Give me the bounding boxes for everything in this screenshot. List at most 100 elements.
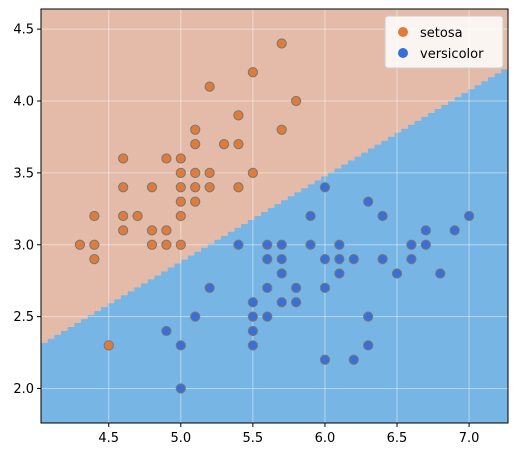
point-setosa-36	[276, 38, 287, 49]
point-setosa-0	[74, 239, 86, 250]
point-versicolor-14	[276, 268, 287, 279]
legend-box	[384, 15, 504, 69]
y-axis: 2.0 2.5 3.0 3.5 4.0 4.5	[13, 23, 41, 397]
point-versicolor-37	[406, 254, 417, 265]
legend: setosa versicolor	[384, 15, 504, 69]
x-tick-label-5: 7.0	[459, 431, 480, 446]
point-versicolor-36	[391, 268, 403, 279]
point-setosa-19	[175, 167, 186, 178]
point-setosa-13	[161, 239, 172, 250]
point-versicolor-18	[291, 282, 302, 293]
point-setosa-9	[132, 210, 143, 222]
point-versicolor-21	[305, 210, 316, 222]
point-versicolor-25	[319, 182, 331, 193]
point-versicolor-3	[190, 311, 201, 322]
point-setosa-31	[233, 110, 244, 121]
point-setosa-30	[218, 139, 230, 150]
x-tick-label-2: 5.5	[243, 431, 264, 446]
y-tick-label-1: 2.5	[13, 310, 34, 325]
legend-label-versicolor: versicolor	[420, 47, 484, 62]
point-setosa-22	[190, 167, 201, 178]
point-setosa-37	[276, 124, 287, 135]
point-setosa-15	[161, 153, 172, 164]
x-tick-label-0: 4.5	[98, 431, 119, 446]
point-setosa-20	[175, 210, 186, 222]
point-versicolor-30	[348, 254, 359, 265]
point-versicolor-43	[463, 210, 475, 222]
point-versicolor-9	[247, 297, 258, 308]
decision-region-setosa	[41, 9, 508, 347]
point-versicolor-39	[420, 225, 431, 236]
point-versicolor-11	[262, 239, 273, 250]
x-axis: 4.5 5.0 5.5 6.0 6.5 7.0	[98, 423, 479, 446]
point-setosa-16	[175, 153, 186, 164]
point-setosa-29	[204, 81, 215, 92]
point-setosa-14	[161, 225, 172, 236]
point-versicolor-19	[291, 297, 302, 308]
point-versicolor-1	[175, 383, 186, 394]
point-versicolor-23	[319, 254, 331, 265]
point-versicolor-4	[204, 282, 215, 293]
point-setosa-34	[247, 67, 258, 78]
point-setosa-1	[89, 239, 100, 250]
point-setosa-33	[233, 182, 244, 193]
x-tick-label-3: 6.0	[315, 431, 336, 446]
point-setosa-5	[118, 225, 129, 236]
point-versicolor-26	[334, 254, 345, 265]
point-setosa-10	[146, 182, 158, 193]
point-versicolor-22	[319, 354, 331, 365]
y-tick-label-4: 4.0	[13, 95, 34, 110]
point-setosa-32	[233, 139, 244, 150]
point-versicolor-7	[247, 325, 258, 337]
point-versicolor-17	[276, 239, 287, 250]
point-versicolor-41	[435, 268, 446, 279]
point-setosa-23	[190, 124, 201, 135]
point-setosa-4	[103, 340, 114, 351]
legend-marker-versicolor	[398, 48, 408, 58]
point-versicolor-12	[262, 311, 273, 322]
y-tick-label-5: 4.5	[13, 23, 34, 38]
point-versicolor-15	[276, 297, 287, 308]
point-versicolor-13	[262, 282, 273, 293]
point-setosa-17	[175, 182, 186, 193]
point-setosa-28	[204, 182, 215, 193]
point-versicolor-16	[276, 254, 287, 265]
point-versicolor-40	[420, 239, 431, 250]
point-versicolor-0	[161, 325, 172, 337]
plot-frame	[40, 8, 509, 424]
point-versicolor-20	[305, 239, 316, 250]
point-setosa-2	[89, 254, 100, 265]
grid-lines	[41, 9, 508, 423]
point-versicolor-29	[348, 354, 359, 365]
point-versicolor-8	[247, 311, 258, 322]
point-setosa-7	[118, 153, 129, 164]
x-tick-label-1: 5.0	[170, 431, 191, 446]
legend-label-setosa: setosa	[420, 26, 463, 41]
point-versicolor-10	[262, 254, 273, 265]
point-versicolor-31	[363, 196, 374, 207]
data-points	[74, 38, 475, 394]
point-setosa-38	[291, 95, 302, 107]
y-tick-label-2: 3.0	[13, 238, 34, 253]
point-versicolor-35	[377, 254, 388, 265]
y-tick-label-0: 2.0	[13, 382, 34, 397]
point-setosa-35	[247, 167, 258, 178]
point-setosa-26	[190, 182, 201, 193]
point-setosa-6	[118, 182, 129, 193]
point-versicolor-38	[406, 239, 417, 250]
y-tick-label-3: 3.5	[13, 166, 34, 181]
point-setosa-8	[118, 210, 129, 222]
plot-area	[41, 9, 508, 423]
x-tick-label-4: 6.5	[387, 431, 408, 446]
point-versicolor-28	[334, 239, 345, 250]
point-versicolor-32	[363, 311, 374, 322]
point-versicolor-2	[175, 340, 186, 351]
point-versicolor-34	[377, 210, 388, 222]
point-setosa-27	[204, 167, 215, 178]
point-setosa-12	[146, 225, 158, 236]
point-versicolor-5	[233, 239, 244, 250]
point-setosa-11	[146, 239, 158, 250]
point-versicolor-27	[334, 268, 345, 279]
point-versicolor-33	[363, 340, 374, 351]
point-setosa-3	[89, 210, 100, 222]
